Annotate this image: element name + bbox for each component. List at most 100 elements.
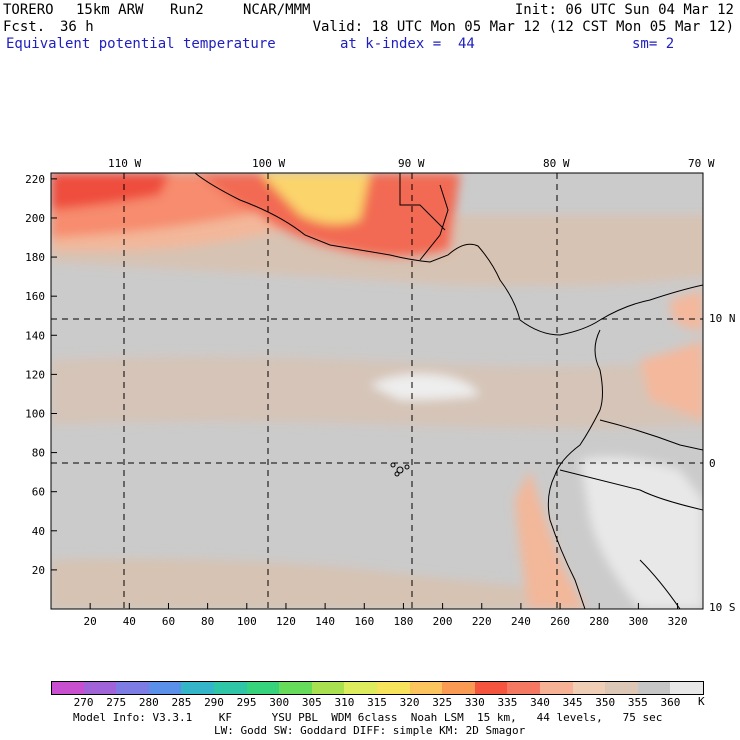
colorbar-level-label: 355	[627, 696, 648, 709]
colorbar-swatch	[670, 681, 705, 695]
band-355-amazon	[580, 456, 703, 609]
physics-info-line: LW: Godd SW: Goddard DIFF: simple KM: 2D…	[214, 724, 526, 737]
lon-label-70w: 70 W	[688, 157, 715, 170]
x-tick-label: 320	[668, 615, 688, 628]
x-tick-label: 220	[472, 615, 492, 628]
valid-time: Valid: 18 UTC Mon 05 Mar 12 (12 CST Mon …	[312, 19, 734, 35]
y-tick-label: 120	[25, 368, 45, 381]
colorbar-swatch	[540, 681, 573, 695]
x-tick-label: 200	[433, 615, 453, 628]
y-tick-label: 200	[25, 212, 45, 225]
model-run: Run2	[170, 2, 204, 18]
colorbar-swatch	[637, 681, 671, 695]
x-tick-label: 240	[511, 615, 531, 628]
x-tick-label: 280	[589, 615, 609, 628]
colorbar-swatch	[214, 681, 247, 695]
colorbar-unit: K	[698, 695, 705, 708]
colorbar-swatch	[116, 681, 150, 695]
y-tick-label: 100	[25, 407, 45, 420]
colorbar-level-label: 275	[106, 696, 127, 709]
colorbar-level-label: 330	[464, 696, 485, 709]
field-level: at k-index = 44	[340, 36, 475, 52]
colorbar-level-label: 315	[367, 696, 387, 709]
colorbar-swatch	[605, 681, 639, 695]
band-335-northwest	[51, 173, 170, 210]
x-tick-label: 100	[237, 615, 257, 628]
colorbar-swatch	[377, 681, 410, 695]
lon-label-80w: 80 W	[543, 157, 570, 170]
colorbar-level-label: 285	[171, 696, 192, 709]
y-tick-label: 60	[32, 486, 45, 499]
init-time: Init: 06 UTC Sun 04 Mar 12	[514, 2, 734, 18]
colorbar-level-label: 305	[301, 696, 322, 709]
colorbar-level-label: 295	[236, 696, 257, 709]
colorbar-swatch	[83, 681, 117, 695]
colorbar-level-label: 310	[334, 696, 355, 709]
borders-central-america	[399, 173, 449, 261]
colorbar-swatch	[474, 681, 508, 695]
band-345-center	[51, 356, 703, 429]
colorbar-swatch	[507, 681, 541, 695]
y-tick-label: 40	[32, 525, 45, 538]
y-tick-label: 140	[25, 329, 45, 342]
band-340-coast	[515, 470, 585, 609]
colorbar-swatch	[572, 681, 606, 695]
band-355-pacific	[370, 373, 480, 400]
colorbar-swatch	[181, 681, 215, 695]
colorbar-level-label: 300	[269, 696, 290, 709]
band-340-east	[640, 340, 703, 420]
x-tick-label: 20	[84, 615, 97, 628]
lon-label-90w: 90 W	[398, 157, 425, 170]
theta-e-field	[51, 173, 703, 609]
y-tick-label: 80	[32, 447, 45, 460]
colorbar-level-label: 350	[595, 696, 616, 709]
y-tick-label: 160	[25, 290, 45, 303]
field-smoothing: sm= 2	[632, 36, 675, 52]
colorbar-level-label: 360	[660, 696, 681, 709]
model-info-line: Model Info: V3.3.1 KF YSU PBL WDM 6class…	[73, 711, 663, 724]
colorbar-swatch	[409, 681, 443, 695]
lat-label-0: 0	[709, 457, 716, 470]
model-resolution: 15km ARW	[76, 2, 144, 18]
x-tick-label: 60	[162, 615, 175, 628]
x-tick-label: 80	[201, 615, 214, 628]
band-345-south	[51, 558, 560, 609]
field-name: Equivalent potential temperature	[6, 36, 276, 52]
model-org: NCAR/MMM	[243, 2, 311, 18]
x-tick-label: 300	[628, 615, 648, 628]
colorbar-swatch	[311, 681, 345, 695]
colorbar-swatch	[51, 681, 85, 695]
colorbar-level-label: 325	[432, 696, 453, 709]
x-tick-label: 260	[550, 615, 570, 628]
x-tick-label: 140	[315, 615, 335, 628]
y-axis-ticks: 220 200 180 160 140 120 100 80 60 40 20	[25, 173, 57, 577]
graticule	[51, 173, 703, 609]
y-tick-label: 220	[25, 173, 45, 186]
colorbar-swatch	[442, 681, 476, 695]
forecast-label: Fcst.	[3, 19, 46, 35]
coastline-south-america-west	[547, 329, 603, 609]
colorbar-swatch	[246, 681, 280, 695]
borders-south-america	[559, 419, 703, 609]
x-tick-label: 180	[393, 615, 413, 628]
forecast-hours: 36 h	[60, 19, 94, 35]
band-340-colombia	[670, 290, 703, 330]
colorbar-level-label: 345	[562, 696, 583, 709]
colorbar-swatch	[279, 681, 313, 695]
colorbar-swatch	[148, 681, 182, 695]
model-name: TORERO	[3, 2, 54, 18]
colorbar-level-label: 280	[138, 696, 159, 709]
colorbar-level-label: 270	[73, 696, 94, 709]
colorbar-level-label: 340	[530, 696, 550, 709]
colorbar-swatch	[344, 681, 378, 695]
x-tick-label: 160	[354, 615, 374, 628]
colorbar-level-label: 320	[399, 696, 420, 709]
y-tick-label: 20	[32, 564, 45, 577]
x-axis-ticks: 20 40 60 80 100 120 140 160 180 200 220 240 260 280 30…	[84, 603, 688, 628]
lat-label-10n: 10 N	[709, 312, 736, 325]
lon-label-100w: 100 W	[252, 157, 286, 170]
x-tick-label: 120	[276, 615, 296, 628]
lat-label-10s: 10 S	[709, 601, 736, 614]
map-frame	[50, 172, 704, 610]
